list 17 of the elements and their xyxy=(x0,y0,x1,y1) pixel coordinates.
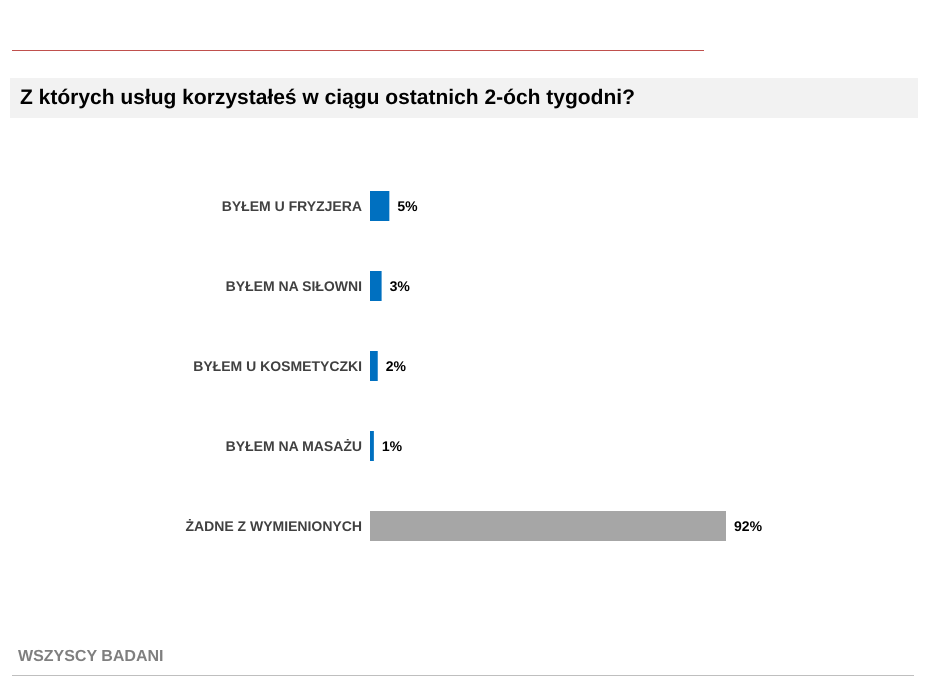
data-label: 1% xyxy=(382,438,403,454)
y-tick-label: BYŁEM NA SIŁOWNI xyxy=(226,278,362,294)
data-label: 3% xyxy=(390,278,410,294)
text: WSZYSCY BADANI xyxy=(18,648,164,666)
y-tick-label: BYŁEM U FRYZJERA xyxy=(222,198,362,214)
bar xyxy=(370,271,382,301)
y-tick-label: ŻADNE Z WYMIENIONYCH xyxy=(185,518,362,534)
bar xyxy=(370,511,726,541)
data-label: 2% xyxy=(386,358,407,374)
bar xyxy=(370,351,378,381)
y-tick-label: BYŁEM NA MASAŻU xyxy=(226,438,362,454)
bar xyxy=(370,191,390,221)
y-tick-label: BYŁEM U KOSMETYCZKI xyxy=(193,358,362,374)
data-label: 92% xyxy=(734,518,763,534)
bar xyxy=(370,431,374,461)
chart-title: Z których usług korzystałeś w ciągu ostatnich 2-óch tygodni? xyxy=(20,86,635,110)
data-label: 5% xyxy=(397,198,418,214)
